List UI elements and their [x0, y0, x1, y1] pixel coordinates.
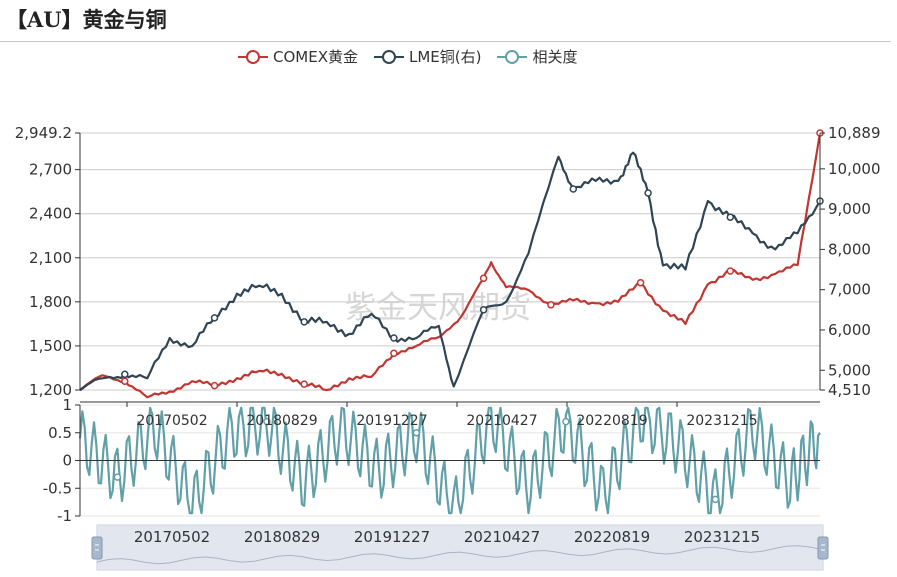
- legend-item-gold[interactable]: COMEX黄金: [236, 46, 358, 67]
- copper-point[interactable]: [121, 370, 129, 379]
- gold-point[interactable]: [636, 278, 645, 287]
- slider-date-label: 20220819: [574, 528, 650, 546]
- legend-label-corr: 相关度: [532, 48, 578, 66]
- legend: COMEX黄金 LME铜(右) 相关度: [236, 46, 577, 67]
- copper-point[interactable]: [390, 334, 398, 342]
- slider-handle-right[interactable]: [817, 536, 829, 560]
- y-left-tick-label: 2,400: [29, 205, 72, 223]
- gold-point[interactable]: [121, 377, 129, 385]
- y-corr-tick-label: -0.5: [43, 479, 72, 497]
- copper-point[interactable]: [569, 185, 578, 193]
- y-right-tick-label: 4,510: [828, 381, 871, 399]
- gold-line[interactable]: [79, 132, 822, 399]
- y-right-tick-label: 8,000: [828, 240, 871, 258]
- x-tick-label: 20210427: [466, 413, 537, 429]
- corr-point[interactable]: [263, 417, 271, 426]
- x-tick-label: 20231215: [686, 413, 757, 429]
- corr-point[interactable]: [113, 473, 122, 481]
- gold-point[interactable]: [390, 349, 398, 358]
- y-left-tick-label: 2,700: [29, 161, 72, 179]
- y-left-tick-label: 1,200: [29, 381, 72, 399]
- gold-point[interactable]: [210, 381, 219, 390]
- slider-handle-left[interactable]: [91, 536, 103, 560]
- y-corr-tick-label: 1: [62, 396, 72, 414]
- legend-label-copper: LME铜(右): [408, 48, 482, 66]
- y-left-tick-label: 1,500: [29, 337, 72, 355]
- gold-point[interactable]: [479, 274, 488, 283]
- x-tick-label: 20220819: [576, 413, 647, 429]
- corr-line[interactable]: [78, 406, 821, 515]
- legend-item-copper[interactable]: LME铜(右): [372, 46, 481, 67]
- watermark: 紫金天风期货: [345, 290, 531, 326]
- series-layer: [78, 129, 824, 515]
- slider-date-label: 20231215: [684, 528, 760, 546]
- legend-swatch-gold: [238, 49, 268, 64]
- y-right-tick-label: 9,000: [828, 200, 871, 218]
- legend-label-gold: COMEX黄金: [273, 48, 358, 66]
- y-corr-tick-label: 0: [62, 452, 72, 470]
- legend-swatch-corr: [497, 49, 528, 64]
- gold-point[interactable]: [726, 267, 735, 275]
- title-divider: [0, 41, 891, 42]
- corr-point[interactable]: [562, 417, 570, 426]
- legend-swatch-copper: [373, 49, 404, 64]
- y-corr-tick-label: -1: [57, 507, 72, 525]
- slider-date-label: 20170502: [134, 528, 210, 546]
- gold-point[interactable]: [300, 380, 308, 388]
- axes: 1,200 1,500 1,800 2,100 2,400 2,700 2,949.2 4,5…: [15, 124, 881, 525]
- x-tick-label: 20191227: [356, 413, 427, 429]
- copper-point[interactable]: [210, 314, 219, 322]
- copper-point[interactable]: [644, 189, 652, 197]
- y-right-tick-label: 6,000: [828, 321, 871, 339]
- slider-date-label: 20191227: [354, 528, 430, 546]
- y-right-tick-label: 10,889: [828, 124, 881, 142]
- slider-preview-line: [96, 545, 824, 565]
- legend-item-corr[interactable]: 相关度: [495, 46, 577, 67]
- copper-point[interactable]: [479, 306, 488, 314]
- y-right-tick-label: 5,000: [828, 361, 871, 379]
- y-corr-tick-label: 0.5: [48, 424, 72, 442]
- copper-line[interactable]: [79, 151, 821, 392]
- y-left-tick-label: 2,100: [29, 249, 72, 267]
- copper-point[interactable]: [726, 213, 735, 221]
- y-right-tick-label: 10,000: [828, 160, 881, 178]
- corr-point[interactable]: [412, 429, 421, 437]
- slider-date-label: 20210427: [464, 528, 540, 546]
- x-tick-label: 20180829: [246, 413, 317, 429]
- copper-point[interactable]: [300, 318, 308, 326]
- y-left-tick-label: 1,800: [29, 293, 72, 311]
- y-left-tick-label: 2,949.2: [15, 124, 72, 142]
- chart-title: 【AU】黄金与铜: [6, 7, 167, 32]
- x-tick-label: 20170502: [136, 413, 207, 429]
- datazoom-slider: 20170502 20180829 20191227 20210427 20220819…: [91, 524, 829, 571]
- y-right-tick-label: 7,000: [828, 281, 871, 299]
- slider-date-label: 20180829: [244, 528, 320, 546]
- gold-point[interactable]: [547, 301, 555, 309]
- corr-point[interactable]: [711, 495, 720, 504]
